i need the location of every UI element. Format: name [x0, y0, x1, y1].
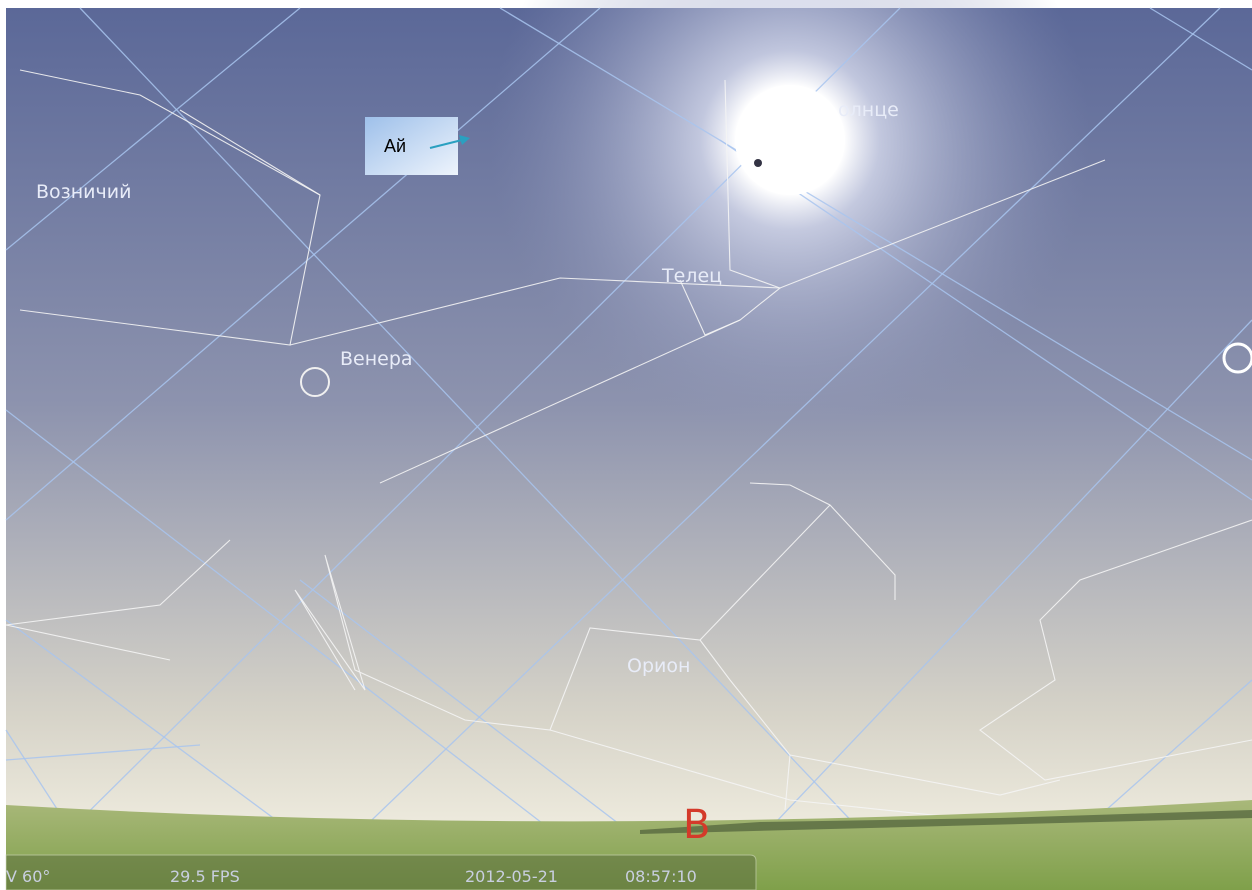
label-orion: Орион [627, 655, 690, 677]
status-fps: 29.5 FPS [170, 867, 240, 886]
status-fov: V 60° [6, 867, 50, 886]
venus-marker [300, 367, 330, 397]
sun [735, 85, 845, 195]
label-sun: олнце [838, 99, 899, 121]
object-marker [1222, 342, 1252, 374]
label-taurus: Телец [661, 265, 722, 287]
treeline [640, 810, 1252, 834]
status-time: 08:57:10 [625, 867, 697, 886]
label-venus: Венера [340, 348, 413, 370]
callout-arrowhead [459, 135, 470, 145]
status-date: 2012-05-21 [465, 867, 558, 886]
callout-box [365, 117, 458, 175]
callout-arrow [429, 139, 463, 149]
label-auriga: Возничий [36, 181, 131, 203]
constellation-lines [5, 69, 1252, 821]
status-bar [5, 854, 757, 890]
sun-glow [490, 0, 1090, 440]
coordinate-grid [5, 7, 1252, 861]
moon [754, 159, 762, 167]
cardinal-east: В [683, 802, 710, 848]
callout-text: Ай [384, 136, 406, 156]
